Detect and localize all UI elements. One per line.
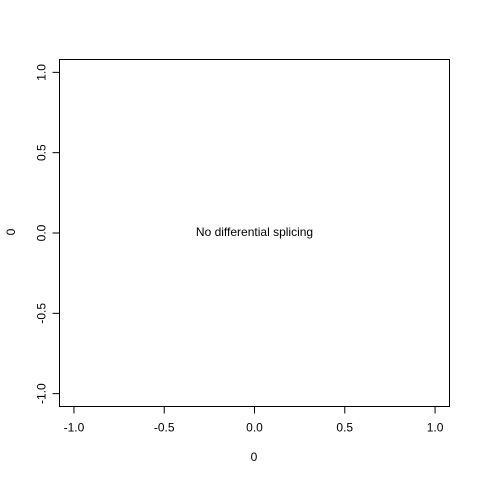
y-tick-label: 1.0 (35, 64, 49, 81)
y-tick-label: 0.0 (35, 224, 49, 241)
y-axis-label: 0 (4, 228, 18, 235)
x-axis-label: 0 (251, 450, 258, 464)
y-axis: -1.0 -0.5 0.0 0.5 1.0 (35, 64, 60, 404)
annotations: No differential splicing (196, 225, 313, 239)
y-tick-label: -1.0 (35, 383, 49, 404)
x-tick-label: 0.5 (336, 421, 353, 435)
x-tick-label: -1.0 (64, 421, 85, 435)
x-tick-label: -0.5 (154, 421, 175, 435)
x-tick-label: 0.0 (246, 421, 263, 435)
y-tick-label: -0.5 (35, 303, 49, 324)
y-tick-label: 0.5 (35, 144, 49, 161)
annotation-text: No differential splicing (196, 225, 313, 239)
x-tick-label: 1.0 (427, 421, 444, 435)
plot-frame (59, 59, 450, 407)
x-axis: -1.0 -0.5 0.0 0.5 1.0 (64, 406, 444, 435)
